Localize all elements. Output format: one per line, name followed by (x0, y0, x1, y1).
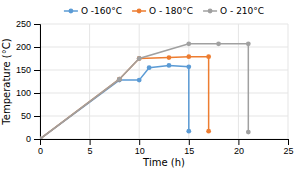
tick: 200 (16, 42, 40, 52)
series-point (117, 78, 122, 83)
tick-label: 0 (38, 146, 43, 156)
grid-line (40, 70, 288, 71)
tick: 15 (184, 139, 194, 156)
axis-line (34, 25, 41, 140)
tick-label: 150 (16, 65, 31, 75)
plot-area: 0510152025050100150200250 (16, 19, 294, 156)
grid-line (89, 24, 90, 139)
series-point (246, 41, 251, 46)
grid-line (40, 93, 288, 94)
x-axis-title: Time (h) (142, 157, 185, 168)
series-line (40, 44, 248, 139)
legend-marker (69, 9, 74, 14)
legend-label: O -160°C (81, 6, 122, 16)
tick: 50 (21, 111, 40, 121)
tick-mark (34, 70, 40, 71)
series-point (186, 129, 191, 134)
x-axis: 0 5 10 15 20 25 (38, 139, 294, 156)
tick: 20 (234, 139, 244, 156)
axis-line (41, 140, 289, 146)
series-point (137, 78, 142, 83)
tick-mark (288, 139, 289, 145)
tick-mark (139, 139, 140, 145)
tick-label: 0 (26, 134, 31, 144)
y-axis: 0 50 100 150 200 250 (16, 19, 41, 144)
grid-line (40, 24, 288, 25)
series-line (40, 65, 189, 139)
tick: 10 (135, 139, 145, 156)
tick-mark (238, 139, 239, 145)
tick-label: 250 (16, 19, 31, 29)
legend-item: O -160°C (64, 6, 122, 16)
chart: 0510152025050100150200250Time (h)Tempera… (0, 0, 298, 169)
tick-mark (34, 93, 40, 94)
tick-label: 15 (184, 146, 194, 156)
tick: 250 (16, 19, 40, 29)
tick-label: 200 (16, 42, 31, 52)
tick-mark (34, 116, 40, 117)
series-point (186, 54, 191, 59)
tick: 150 (16, 65, 40, 75)
series-point (147, 65, 152, 70)
series-point (186, 41, 191, 46)
tick: 100 (16, 88, 40, 98)
series-point (206, 54, 211, 59)
tick-label: 25 (283, 146, 293, 156)
series-point (117, 77, 122, 82)
tick: 5 (88, 139, 93, 156)
series-point (40, 137, 42, 139)
series-point (186, 64, 191, 69)
series-point (117, 77, 122, 82)
legend-label: O - 180°C (149, 6, 193, 16)
grid (40, 24, 288, 139)
tick-mark (90, 139, 91, 145)
tick-label: 20 (234, 146, 244, 156)
tick: 0 (38, 139, 43, 156)
grid-line (238, 24, 239, 139)
tick-label: 100 (16, 88, 31, 98)
legend-marker (208, 9, 213, 14)
series-line (40, 57, 209, 139)
legend-label: O - 210°C (220, 6, 264, 16)
grid-line (288, 24, 289, 139)
series-point (206, 129, 211, 134)
legend-marker (137, 9, 142, 14)
tick-mark (34, 139, 40, 140)
tick: 0 (26, 134, 40, 144)
series-point (246, 130, 251, 135)
series-point (167, 63, 172, 68)
tick: 25 (283, 139, 293, 156)
series-point (137, 56, 142, 61)
tick-label: 50 (21, 111, 31, 121)
legend-item: O - 180°C (132, 6, 193, 16)
tick-label: 10 (135, 146, 145, 156)
tick-mark (34, 47, 40, 48)
grid-line (40, 116, 288, 117)
tick-mark (189, 139, 190, 145)
series-group (40, 41, 251, 139)
grid-line (40, 47, 288, 48)
legend: O -160°C O - 180°C O - 210°C (64, 6, 264, 16)
series-point (216, 41, 221, 46)
series-point (137, 56, 142, 61)
legend-item: O - 210°C (203, 6, 264, 16)
tick-label: 5 (88, 146, 93, 156)
series-point (167, 55, 172, 60)
y-axis-title: Temperature (°C) (1, 38, 12, 125)
tick-mark (34, 24, 40, 25)
